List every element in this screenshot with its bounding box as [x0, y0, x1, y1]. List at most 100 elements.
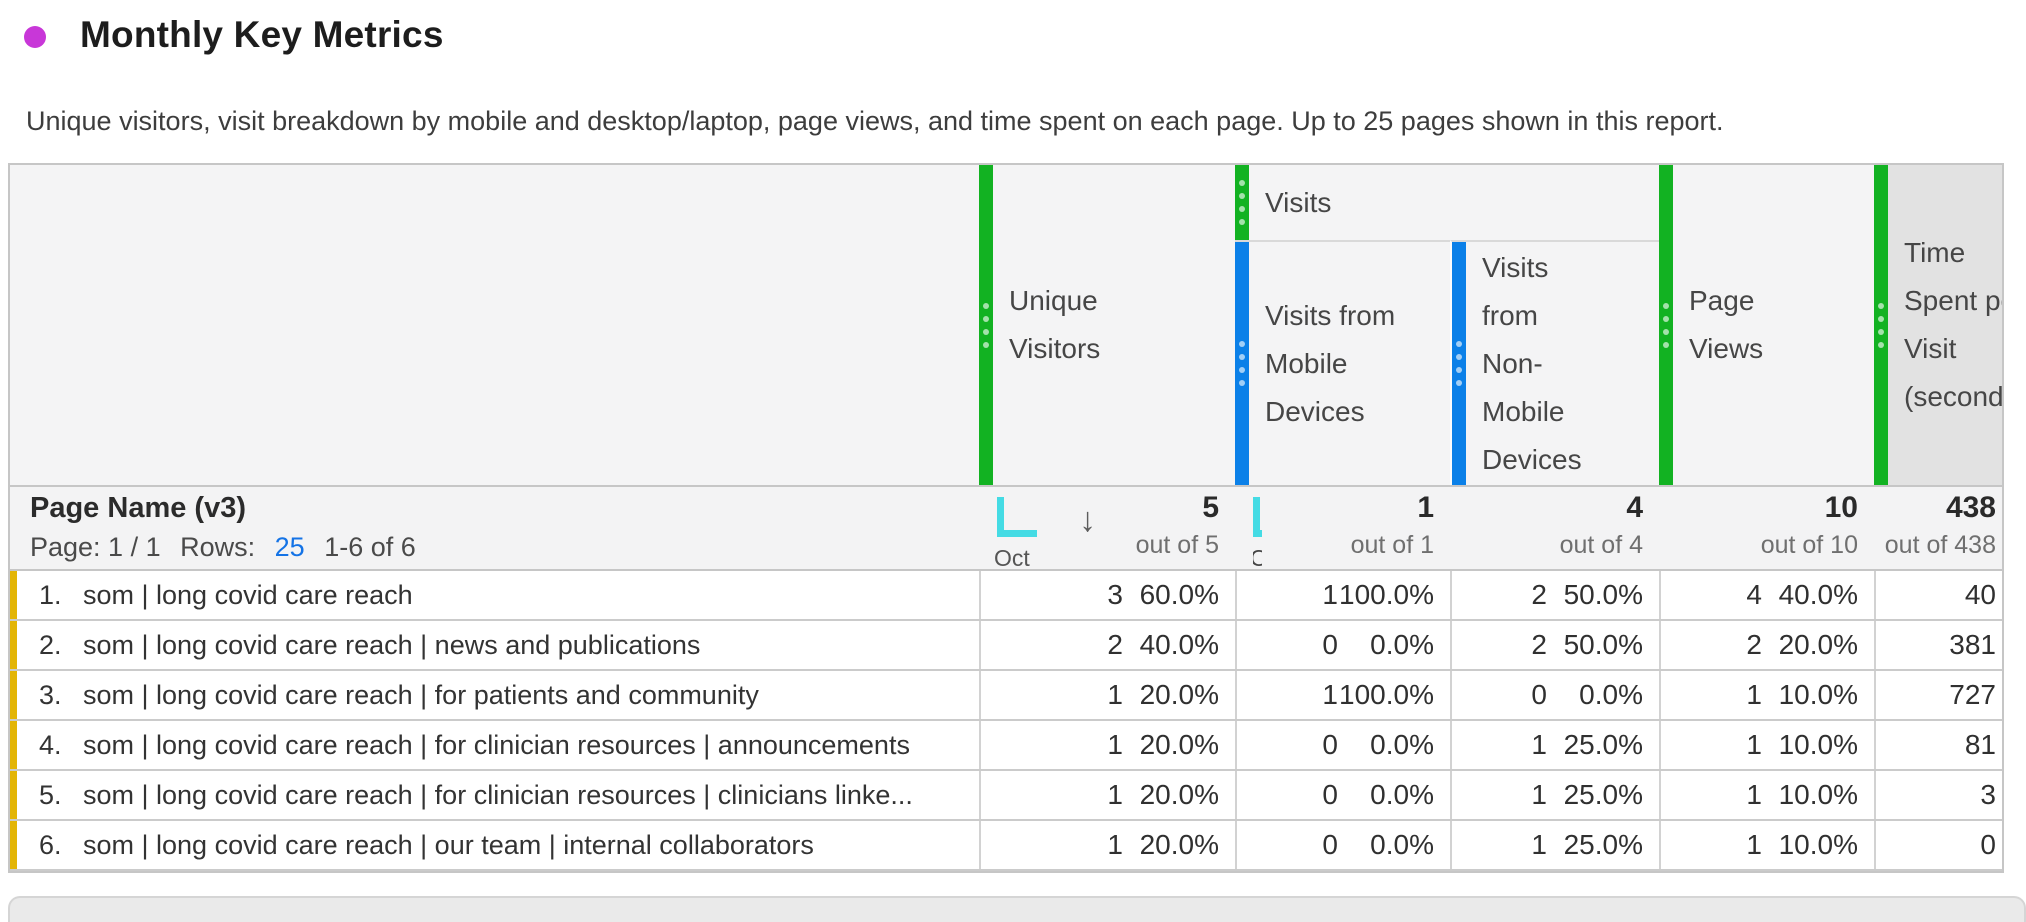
row-name-cell[interactable]: 2. som | long covid care reach | news and… [10, 621, 979, 669]
cell-percent: 0.0% [1370, 779, 1434, 810]
cell-visits-mobile[interactable]: 0 0.0% [1235, 721, 1450, 769]
column-label: Unique Visitors [1009, 285, 1101, 364]
cell-visits-non-mobile[interactable]: 1 25.0% [1450, 821, 1659, 869]
column-drag-handle[interactable] [1452, 242, 1466, 485]
cell-visits-mobile[interactable]: 0 0.0% [1235, 621, 1450, 669]
cell-visits-non-mobile[interactable]: 0 0.0% [1450, 671, 1659, 719]
row-name-cell[interactable]: 6. som | long covid care reach | our team… [10, 821, 979, 869]
cell-unique-visitors[interactable]: 3 60.0% [979, 571, 1235, 619]
column-drag-handle[interactable] [979, 165, 993, 485]
cell-time-spent[interactable]: 81 [1874, 721, 2002, 769]
cell-unique-visitors[interactable]: 1 20.0% [979, 671, 1235, 719]
column-header-visits-mobile[interactable]: Visits from Mobile Devices [1235, 240, 1450, 485]
cell-page-views[interactable]: 2 20.0% [1659, 621, 1874, 669]
row-name-cell[interactable]: 3. som | long covid care reach | for pati… [10, 671, 979, 719]
table-row: 2. som | long covid care reach | news and… [10, 621, 2002, 671]
cell-page-views[interactable]: 1 10.0% [1659, 821, 1874, 869]
cell-visits-mobile[interactable]: 1 100.0% [1235, 671, 1450, 719]
cell-visits-mobile[interactable]: 1 100.0% [1235, 571, 1450, 619]
rows-per-page-link[interactable]: 25 [274, 532, 305, 562]
column-header-visits-non-mobile[interactable]: Visits from Non- Mobile Devices [1450, 240, 1659, 485]
cell-visits-non-mobile[interactable]: 1 25.0% [1450, 721, 1659, 769]
sort-descending-icon[interactable]: ↓ [1079, 501, 1096, 539]
cell-unique-visitors[interactable]: 2 40.0% [979, 621, 1235, 669]
cell-visits-non-mobile[interactable]: 2 50.0% [1450, 571, 1659, 619]
cell-time-spent[interactable]: 381 [1874, 621, 2002, 669]
metric-total: 10 [1824, 491, 1858, 524]
column-header-time-spent[interactable]: Time Spent per Visit (seconds) [1874, 165, 2002, 485]
dimension-header[interactable]: Page Name (v3) Page: 1 / 1 Rows: 25 1-6 … [10, 487, 979, 569]
sparkline-icon [1253, 497, 1262, 537]
freeform-table: Unique Visitors Visits Visits from Mobil… [8, 163, 2004, 873]
cell-percent: 20.0% [1139, 679, 1219, 710]
cell-time-spent[interactable]: 0 [1874, 821, 2002, 869]
metric-out-of: out of 438 [1884, 531, 1996, 559]
cell-percent: 0.0% [1579, 679, 1643, 710]
metric-total: 5 [1202, 491, 1219, 524]
dimension-color-bar [10, 571, 17, 619]
row-name-cell[interactable]: 5. som | long covid care reach | for clin… [10, 771, 979, 819]
cell-visits-non-mobile[interactable]: 2 50.0% [1450, 621, 1659, 669]
dimension-color-bar [10, 721, 17, 769]
cell-percent: 25.0% [1563, 779, 1643, 810]
cell-page-views[interactable]: 1 10.0% [1659, 721, 1874, 769]
row-page-name: som | long covid care reach | for patien… [83, 679, 759, 710]
cell-percent: 0.0% [1370, 629, 1434, 660]
cell-time-spent[interactable]: 727 [1874, 671, 2002, 719]
cell-time-spent[interactable]: 3 [1874, 771, 2002, 819]
totals-cell-visits-non-mobile[interactable]: 4 out of 4 [1450, 487, 1659, 569]
column-drag-handle[interactable] [1659, 165, 1673, 485]
cell-time-spent[interactable]: 40 [1874, 571, 2002, 619]
cell-value: 2 [1107, 629, 1123, 660]
clipped-sparkline: Oct [1253, 497, 1262, 573]
cell-unique-visitors[interactable]: 1 20.0% [979, 821, 1235, 869]
metric-out-of: out of 10 [1760, 531, 1858, 559]
column-drag-handle[interactable] [1874, 165, 1888, 485]
metric-total: 438 [1945, 491, 1996, 524]
metric-total: 4 [1626, 491, 1643, 524]
totals-cell-unique-visitors[interactable]: Oct ↓ 5 out of 5 [979, 487, 1235, 571]
totals-cell-visits-mobile[interactable]: Oct 1 out of 1 [1235, 487, 1450, 571]
column-drag-handle[interactable] [1235, 242, 1249, 485]
cell-value: 1 [1107, 729, 1123, 760]
column-header-visits-group[interactable]: Visits [1235, 165, 1659, 240]
row-name-cell[interactable]: 1. som | long covid care reach [10, 571, 979, 619]
cell-visits-mobile[interactable]: 0 0.0% [1235, 821, 1450, 869]
column-header-unique-visitors[interactable]: Unique Visitors [979, 165, 1235, 485]
totals-cell-time-spent[interactable]: 438 out of 438 [1874, 487, 2002, 569]
cell-value: 1 [1746, 679, 1762, 710]
cell-unique-visitors[interactable]: 1 20.0% [979, 721, 1235, 769]
cell-percent: 25.0% [1563, 829, 1643, 860]
cell-visits-non-mobile[interactable]: 1 25.0% [1450, 771, 1659, 819]
column-drag-handle[interactable] [1235, 165, 1249, 240]
cell-visits-mobile[interactable]: 0 0.0% [1235, 771, 1450, 819]
table-corner-cell [10, 165, 979, 485]
cell-value: 3 [1980, 779, 1996, 810]
cell-value: 0 [1531, 679, 1547, 710]
row-name-cell[interactable]: 4. som | long covid care reach | for clin… [10, 721, 979, 769]
cell-value: 1 [1107, 829, 1123, 860]
cell-value: 381 [1949, 629, 1996, 660]
cell-percent: 10.0% [1778, 829, 1858, 860]
cell-value: 2 [1531, 579, 1547, 610]
cell-page-views[interactable]: 1 10.0% [1659, 771, 1874, 819]
cell-value: 3 [1107, 579, 1123, 610]
sparkline-icon [997, 497, 1037, 537]
cell-page-views[interactable]: 4 40.0% [1659, 571, 1874, 619]
table-row: 5. som | long covid care reach | for clin… [10, 771, 2002, 821]
metric-total: 1 [1417, 491, 1434, 524]
cell-percent: 10.0% [1778, 679, 1858, 710]
row-rank: 3. [39, 679, 62, 710]
cell-unique-visitors[interactable]: 1 20.0% [979, 771, 1235, 819]
column-label: Visits from Non- Mobile Devices [1482, 251, 1582, 475]
cell-value: 0 [1322, 729, 1338, 760]
row-page-name: som | long covid care reach [83, 579, 413, 610]
cell-percent: 10.0% [1778, 779, 1858, 810]
column-header-page-views[interactable]: Page Views [1659, 165, 1874, 485]
cell-page-views[interactable]: 1 10.0% [1659, 671, 1874, 719]
table-row: 3. som | long covid care reach | for pati… [10, 671, 2002, 721]
cell-percent: 40.0% [1139, 629, 1219, 660]
row-page-name: som | long covid care reach | for clinic… [83, 779, 913, 810]
totals-cell-page-views[interactable]: 10 out of 10 [1659, 487, 1874, 569]
cell-percent: 100.0% [1339, 579, 1434, 610]
